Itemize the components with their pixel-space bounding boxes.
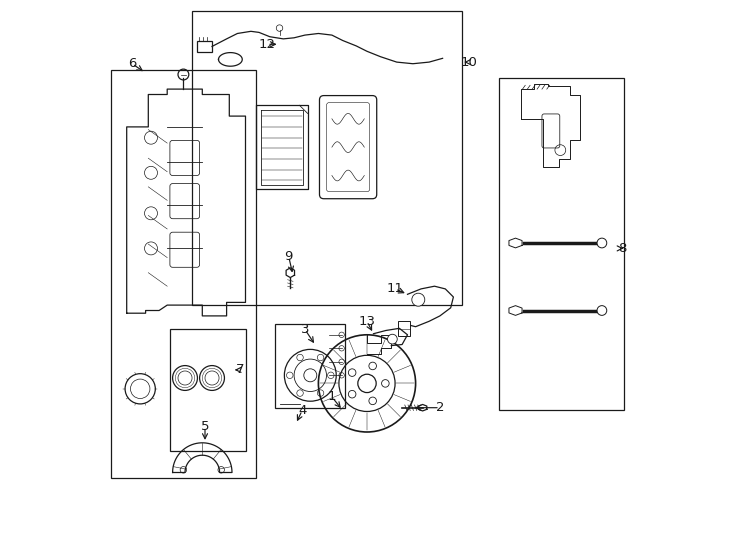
Polygon shape — [418, 404, 427, 411]
Text: 13: 13 — [358, 315, 376, 328]
Text: 6: 6 — [128, 57, 137, 70]
Bar — [275, 324, 346, 408]
Text: 10: 10 — [460, 56, 477, 69]
Bar — [399, 321, 410, 336]
Bar — [192, 11, 462, 305]
Text: 5: 5 — [201, 420, 209, 433]
Circle shape — [412, 293, 425, 306]
Polygon shape — [286, 268, 294, 278]
Bar — [170, 329, 245, 451]
Circle shape — [284, 349, 336, 401]
Circle shape — [597, 238, 607, 248]
Circle shape — [388, 334, 397, 344]
Text: 12: 12 — [258, 38, 275, 51]
Text: 9: 9 — [285, 250, 293, 263]
Polygon shape — [509, 238, 522, 248]
Text: 7: 7 — [236, 363, 244, 376]
Circle shape — [597, 306, 607, 315]
Text: 3: 3 — [301, 323, 309, 336]
Bar — [499, 78, 623, 410]
Text: 1: 1 — [327, 390, 336, 403]
Text: 8: 8 — [618, 242, 627, 255]
Text: 11: 11 — [387, 282, 404, 295]
Bar — [197, 40, 212, 52]
Bar — [111, 70, 256, 478]
Text: 2: 2 — [436, 401, 444, 414]
Text: 4: 4 — [298, 404, 306, 417]
Polygon shape — [509, 306, 522, 315]
